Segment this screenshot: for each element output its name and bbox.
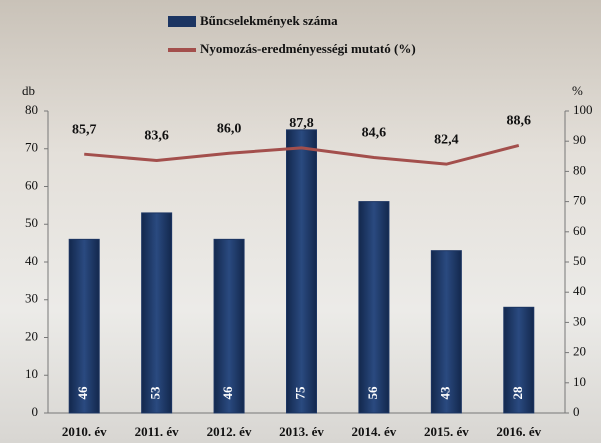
y2-tick-label: 20 [573,344,586,359]
bar [503,306,535,414]
y-tick-label: 10 [25,366,38,381]
x-tick-label: 2015. év [424,424,469,439]
bar-value-label: 46 [220,386,235,400]
y-tick-label: 20 [25,328,38,343]
bar-value-label: 28 [510,386,525,400]
line-value-label: 86,0 [217,121,242,136]
bar-value-label: 75 [292,386,307,400]
line-value-label: 83,6 [144,129,169,144]
line [84,143,520,166]
line-value-label: 87,8 [289,116,314,131]
y2-tick-label: 60 [573,223,586,238]
y-axis-label: db [22,83,35,98]
line-value-label: 82,4 [434,132,459,147]
legend-label: Nyomozás-eredményességi mutató (%) [200,41,416,56]
x-tick-label: 2012. év [207,424,252,439]
bar [141,212,173,414]
y2-tick-label: 0 [573,404,580,419]
x-tick-label: 2016. év [496,424,541,439]
bar-value-label: 56 [365,386,380,400]
bar [430,250,462,414]
y-tick-label: 60 [25,177,38,192]
y-tick-label: 50 [25,215,38,230]
y2-tick-label: 100 [573,102,593,117]
y2-axis-label: % [572,83,583,98]
y2-tick-label: 70 [573,193,586,208]
bar-value-label: 46 [75,386,90,400]
y2-tick-label: 40 [573,283,586,298]
y-tick-label: 40 [25,253,38,268]
y2-tick-label: 50 [573,253,586,268]
bar-value-label: 53 [148,386,163,400]
bar [213,238,245,414]
bar-value-label: 43 [437,386,452,400]
y2-tick-label: 90 [573,132,586,147]
x-tick-label: 2011. év [135,424,180,439]
line-value-label: 84,6 [362,126,387,141]
x-tick-label: 2013. év [279,424,324,439]
x-tick-label: 2014. év [352,424,397,439]
legend-swatch-bar [168,16,196,27]
y2-tick-label: 10 [573,374,586,389]
y-tick-label: 0 [32,404,39,419]
y2-tick-label: 30 [573,313,586,328]
y-tick-label: 70 [25,140,38,155]
legend-label: Bűncselekmények száma [200,13,338,28]
y-tick-label: 30 [25,291,38,306]
bar [286,129,317,414]
bar [358,201,390,414]
bar [68,238,100,414]
line-value-label: 85,7 [72,122,97,137]
y2-tick-label: 80 [573,162,586,177]
line-value-label: 88,6 [507,114,532,129]
x-tick-label: 2010. év [62,424,107,439]
y-tick-label: 80 [25,102,38,117]
